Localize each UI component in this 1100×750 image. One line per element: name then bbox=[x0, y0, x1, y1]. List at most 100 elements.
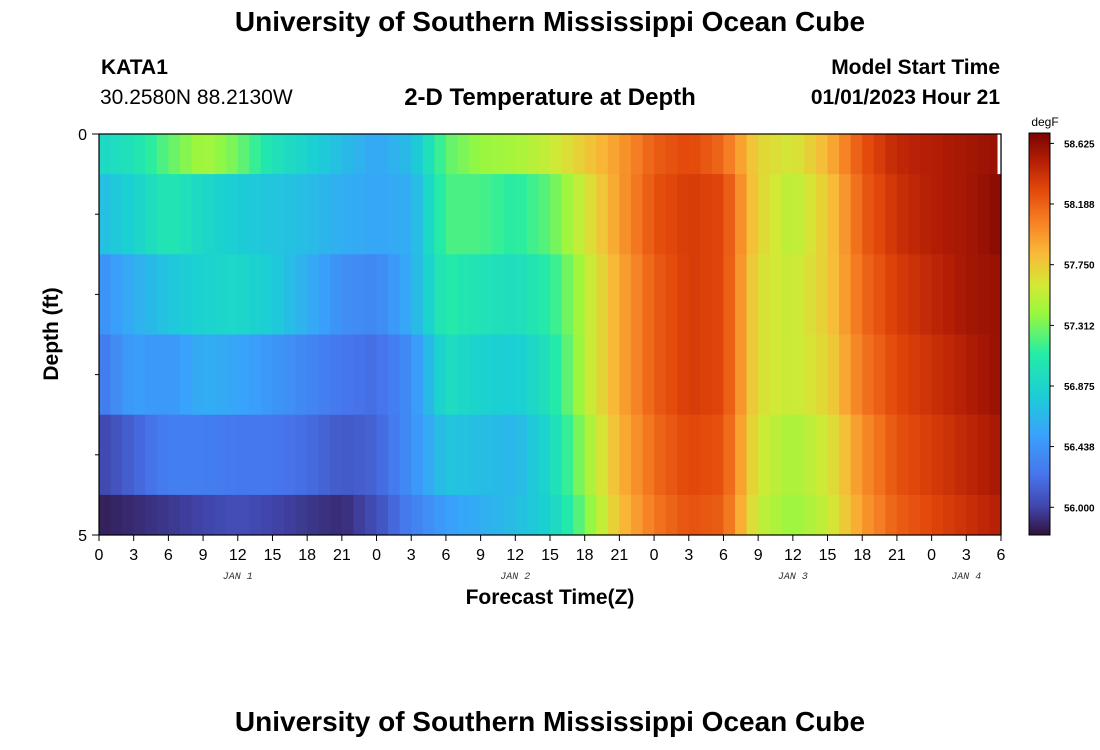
heat-cell bbox=[445, 494, 459, 536]
heat-cell bbox=[249, 494, 262, 536]
heat-cell bbox=[179, 174, 193, 255]
heat-cell bbox=[966, 334, 979, 416]
heat-cell bbox=[642, 494, 655, 536]
x-tick-label: 21 bbox=[888, 547, 906, 564]
heat-cell bbox=[896, 334, 910, 416]
heat-cell bbox=[376, 174, 389, 255]
heat-cell bbox=[307, 134, 320, 175]
heat-cell bbox=[758, 414, 771, 496]
heat-cell bbox=[538, 174, 551, 255]
heat-cell bbox=[723, 174, 736, 255]
heat-cell bbox=[769, 174, 782, 255]
heat-cell bbox=[515, 334, 528, 416]
heat-cell bbox=[943, 134, 956, 175]
heat-cell bbox=[746, 334, 759, 416]
heat-cell bbox=[203, 254, 216, 335]
heat-cell bbox=[434, 134, 447, 175]
heat-cell bbox=[781, 334, 794, 416]
heat-cell bbox=[827, 334, 840, 416]
heat-cell bbox=[839, 254, 852, 335]
heat-cell bbox=[515, 174, 528, 255]
heat-cell bbox=[260, 134, 274, 175]
heat-cell bbox=[781, 174, 794, 255]
heat-cell bbox=[133, 334, 146, 416]
heat-cell bbox=[596, 254, 609, 335]
heat-cell bbox=[781, 254, 794, 335]
heat-cell bbox=[145, 334, 158, 416]
colorbar-unit: degF bbox=[1031, 115, 1058, 129]
heat-cell bbox=[989, 334, 1002, 416]
heat-cell bbox=[492, 494, 505, 536]
heat-cell bbox=[792, 494, 806, 536]
heat-cell bbox=[700, 334, 713, 416]
heat-cell bbox=[179, 334, 193, 416]
x-tick-label: 3 bbox=[129, 547, 138, 564]
x-tick-label: 9 bbox=[754, 547, 763, 564]
heat-cell bbox=[388, 254, 401, 335]
heat-cell bbox=[388, 174, 401, 255]
heat-cell bbox=[469, 414, 482, 496]
heat-cell bbox=[469, 134, 482, 175]
heat-cell bbox=[804, 334, 817, 416]
heat-cell bbox=[422, 134, 435, 175]
heat-cell bbox=[307, 174, 320, 255]
heat-cell bbox=[203, 174, 216, 255]
heat-cell bbox=[503, 334, 516, 416]
heat-cell bbox=[434, 334, 447, 416]
heat-cell bbox=[434, 414, 447, 496]
heat-cell bbox=[966, 174, 979, 255]
heat-cell bbox=[364, 134, 378, 175]
heat-cell bbox=[284, 254, 297, 335]
heat-cell bbox=[526, 494, 540, 536]
heat-cell bbox=[226, 134, 239, 175]
heat-cell bbox=[619, 174, 632, 255]
heat-cell bbox=[318, 134, 331, 175]
heat-cell bbox=[584, 414, 597, 496]
heat-cell bbox=[168, 134, 181, 175]
heat-cell bbox=[573, 174, 586, 255]
page-title-bottom: University of Southern Mississippi Ocean… bbox=[234, 706, 866, 737]
colorbar-tick-label: 56.000 bbox=[1064, 503, 1095, 514]
heat-cell bbox=[931, 414, 944, 496]
heat-cell bbox=[249, 334, 262, 416]
heat-cell bbox=[411, 134, 424, 175]
heat-cell bbox=[110, 254, 123, 335]
x-tick-label: 15 bbox=[541, 547, 559, 564]
heat-cell bbox=[781, 414, 794, 496]
heat-cell bbox=[677, 414, 690, 496]
heat-cell bbox=[966, 494, 979, 536]
heat-cell bbox=[526, 254, 540, 335]
heat-cell bbox=[954, 134, 967, 175]
heat-cell bbox=[237, 254, 250, 335]
heat-cell bbox=[388, 494, 401, 536]
heat-cell bbox=[110, 494, 123, 536]
heat-cell bbox=[203, 494, 216, 536]
heat-cell bbox=[457, 414, 470, 496]
heat-cell bbox=[526, 414, 540, 496]
heat-cell bbox=[885, 494, 898, 536]
heat-cell bbox=[492, 254, 505, 335]
heat-cell bbox=[445, 174, 459, 255]
heat-cell bbox=[792, 334, 806, 416]
heat-cell bbox=[815, 494, 829, 536]
heat-cell bbox=[179, 494, 193, 536]
heat-cell bbox=[700, 174, 713, 255]
heat-cell bbox=[711, 334, 725, 416]
heat-cell bbox=[654, 494, 667, 536]
heat-cell bbox=[353, 494, 366, 536]
heat-cell bbox=[411, 414, 424, 496]
heat-cell bbox=[989, 414, 1002, 496]
heat-cell bbox=[411, 494, 424, 536]
heat-cell bbox=[457, 134, 470, 175]
heat-cell bbox=[908, 494, 921, 536]
heat-cell bbox=[411, 334, 424, 416]
heat-cell bbox=[619, 134, 632, 175]
date-label: JAN 2 bbox=[500, 572, 530, 583]
heat-cell bbox=[284, 134, 297, 175]
heat-cell bbox=[619, 494, 632, 536]
heat-cell bbox=[99, 254, 112, 335]
heat-cell bbox=[434, 254, 447, 335]
colorbar-tick-label: 56.438 bbox=[1064, 443, 1095, 454]
heat-cell bbox=[99, 494, 112, 536]
heat-cell bbox=[191, 134, 204, 175]
